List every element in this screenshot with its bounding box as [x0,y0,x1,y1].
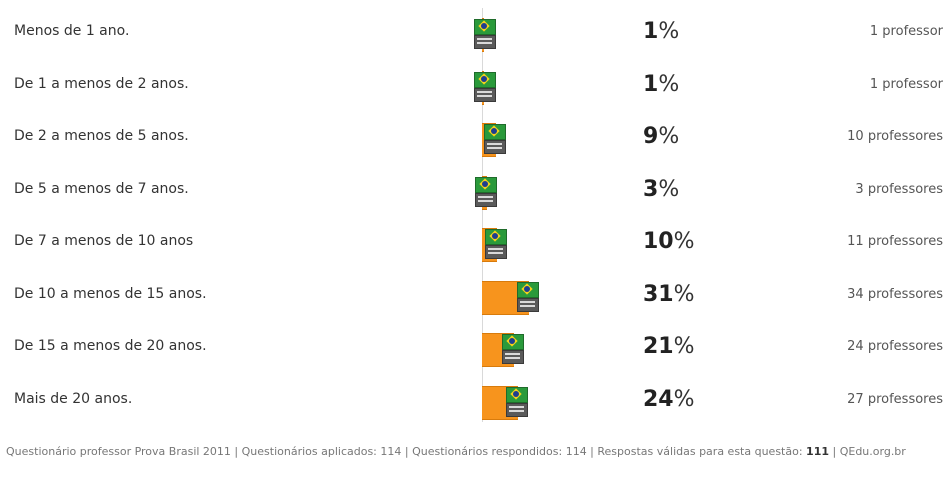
percent-label: 21% [643,334,695,359]
chart-row: De 15 a menos de 20 anos. 21% 24 professor… [0,324,949,378]
percent-label: 1% [643,72,679,97]
count-label: 1 professor [869,24,943,39]
chart-row: De 2 a menos de 5 anos. 9% 10 professores [0,114,949,168]
percent-value: 1 [643,71,659,97]
count-label: 11 professores [847,234,943,249]
flag-base-line [509,405,524,408]
chart-row: De 10 a menos de 15 anos. 31% 34 professor… [0,272,949,326]
flag-circle-part [481,75,487,82]
percent-value: 9 [643,124,659,149]
chart-row: Mais de 20 anos. 24% 27 professores [0,377,949,431]
footer-text-start: Questionário professor Prova Brasil 2011… [6,445,807,458]
flag-base-line [505,353,520,355]
count-label: 24 professores [847,339,943,354]
percent-symbol: % [658,124,680,149]
percent-symbol: % [658,176,680,202]
chart-axis-line [482,8,483,422]
flag-base-line [488,248,503,250]
percent-value: 10 [643,229,674,254]
flag-base-line [477,90,492,93]
category-label: De 1 a menos de 2 anos. [14,75,189,92]
flag-base-line [487,143,502,145]
teacher-flag-icon [474,19,496,49]
flag-circle-part [513,390,519,397]
flag-base-line [487,147,502,149]
percent-value: 1 [643,19,659,44]
percent-label: 24% [643,387,695,412]
percent-symbol: % [658,71,680,97]
percent-label: 3% [643,177,679,202]
count-label: 27 professores [847,391,943,407]
flag-base-line [520,304,535,307]
flag-base-line [505,357,520,359]
teacher-flag-icon [474,71,496,102]
category-label: De 7 a menos de 10 anos [14,233,194,249]
teacher-flag-icon [517,281,539,312]
percent-value: 24 [643,386,674,412]
chart-row: De 7 a menos de 10 anos 10% 11 professores [0,219,949,273]
percent-symbol: % [673,229,695,254]
teacher-flag-icon [484,124,506,154]
chart-row: Menos de 1 ano. 1% 1 professor [0,9,949,63]
percent-label: 1% [643,19,679,44]
chart: Menos de 1 ano. 1% 1 professor De 1 a menos… [0,8,949,431]
teacher-flag-icon [485,229,507,259]
flag-circle-part [481,23,487,29]
teacher-flag-icon [506,386,528,417]
flag-circle-part [491,128,497,134]
count-label: 3 professores [855,181,943,197]
flag-base-line [520,300,535,303]
percent-symbol: % [658,19,680,44]
category-label: De 2 a menos de 5 anos. [14,128,189,144]
percent-symbol: % [673,386,695,412]
chart-row: De 1 a menos de 2 anos. 1% 1 professor [0,62,949,116]
count-label: 34 professores [847,286,943,302]
percent-symbol: % [673,281,695,307]
percent-value: 3 [643,176,659,202]
flag-circle-part [492,233,498,239]
percent-label: 31% [643,282,695,307]
footer-valid-count: 111 [806,445,830,458]
count-label: 1 professor [869,76,943,92]
flag-base-line [478,195,493,198]
count-label: 10 professores [847,129,943,144]
percent-label: 9% [643,124,679,149]
flag-base-line [509,409,524,412]
footer-text-end: | QEdu.org.br [829,445,906,458]
footer-source-note: Questionário professor Prova Brasil 2011… [6,444,946,459]
category-label: De 10 a menos de 15 anos. [14,285,207,302]
teacher-flag-icon [502,334,524,364]
teacher-flag-icon [475,176,497,207]
flag-base-line [478,199,493,202]
flag-base-line [477,94,492,97]
flag-circle-part [509,338,515,344]
flag-circle-part [482,180,488,187]
flag-base-line [477,38,492,40]
category-label: Mais de 20 anos. [14,390,133,407]
category-label: Menos de 1 ano. [14,23,130,39]
percent-label: 10% [643,229,695,254]
percent-value: 31 [643,281,674,307]
flag-base-line [488,252,503,254]
percent-symbol: % [673,334,695,359]
category-label: De 5 a menos de 7 anos. [14,180,189,197]
category-label: De 15 a menos de 20 anos. [14,338,207,354]
flag-base-line [477,42,492,44]
percent-value: 21 [643,334,674,359]
flag-circle-part [524,285,530,292]
chart-row: De 5 a menos de 7 anos. 3% 3 professores [0,167,949,221]
